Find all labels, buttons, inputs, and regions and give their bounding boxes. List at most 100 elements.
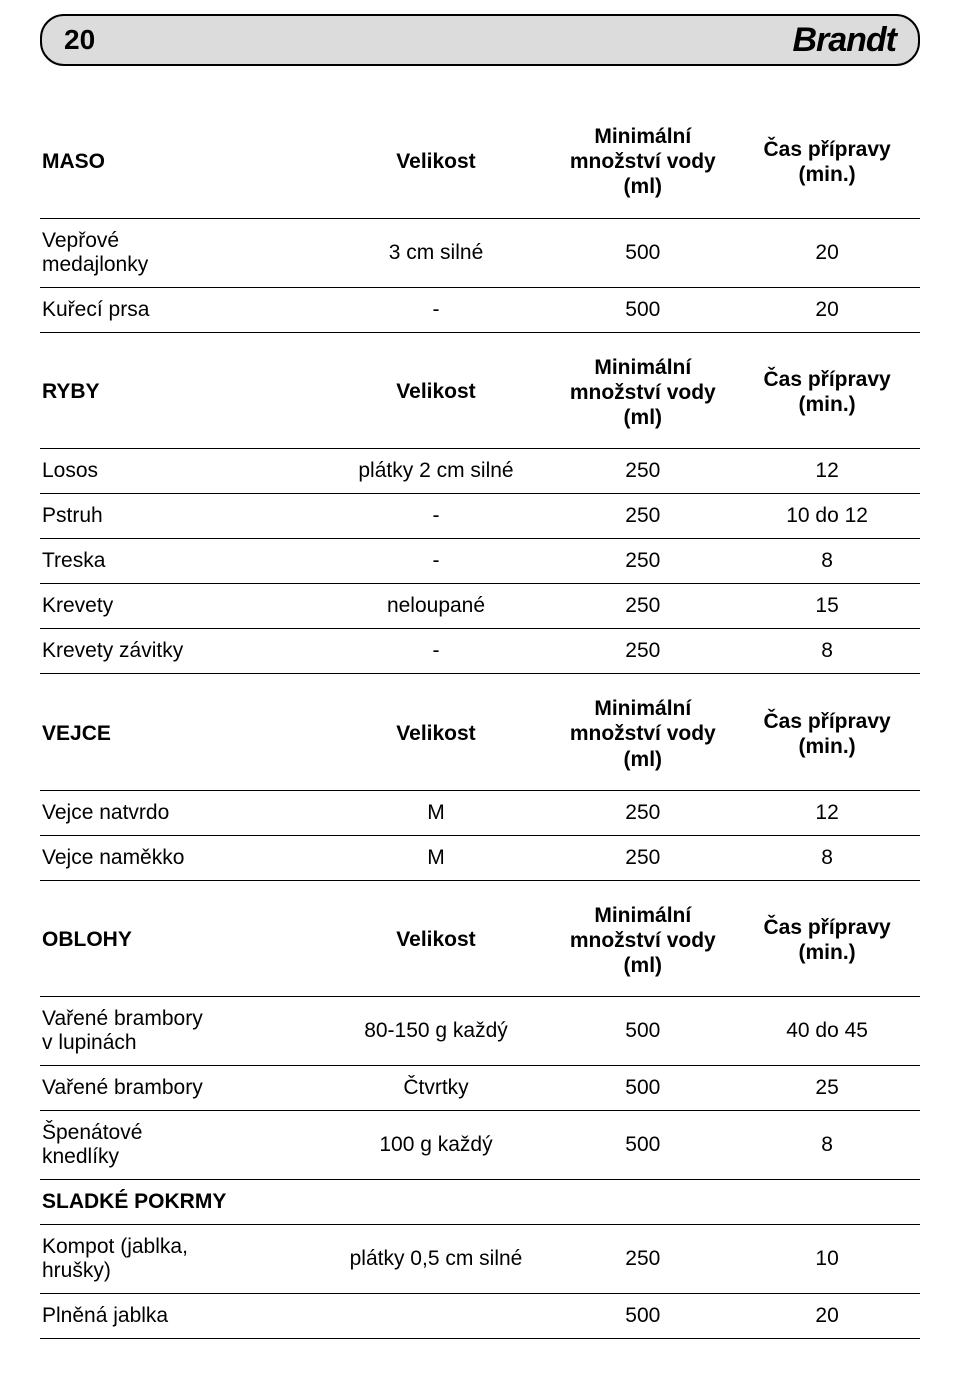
- cell-size: -: [322, 494, 551, 539]
- cell-qty: 250: [550, 1225, 735, 1294]
- cell-time: 10: [735, 1225, 920, 1294]
- qty-label-l2: množství vody: [551, 149, 734, 174]
- cell-qty: 250: [550, 494, 735, 539]
- time-label-l1: Čas přípravy: [736, 915, 918, 940]
- col-header-time: Čas přípravy (min.): [735, 94, 920, 218]
- cell-name: Losos: [40, 449, 322, 494]
- qty-label-l1: Minimální: [551, 355, 734, 380]
- cell-size: 3 cm silné: [322, 218, 551, 287]
- cell-time: 8: [735, 539, 920, 584]
- cell-time: 15: [735, 584, 920, 629]
- col-header-qty: Minimální množství vody (ml): [550, 880, 735, 997]
- empty-cell: [550, 1180, 735, 1225]
- empty-cell: [322, 1180, 551, 1225]
- table-row: Vařené brambory Čtvrtky 500 25: [40, 1066, 920, 1111]
- qty-label-l1: Minimální: [551, 903, 734, 928]
- cell-time: 8: [735, 1111, 920, 1180]
- cell-size: plátky 2 cm silné: [322, 449, 551, 494]
- time-label-l1: Čas přípravy: [736, 367, 918, 392]
- qty-label-l3: (ml): [551, 405, 734, 430]
- section-title-maso: MASO: [40, 94, 322, 218]
- cell-size: 100 g každý: [322, 1111, 551, 1180]
- cell-size: M: [322, 835, 551, 880]
- col-header-time: Čas přípravy (min.): [735, 674, 920, 791]
- cell-name: Vařené brambory: [40, 1066, 322, 1111]
- cell-name: Špenátové knedlíky: [40, 1111, 322, 1180]
- col-header-time: Čas přípravy (min.): [735, 880, 920, 997]
- section-header-oblohy: OBLOHY Velikost Minimální množství vody …: [40, 880, 920, 997]
- table-row: Kompot (jablka, hrušky) plátky 0,5 cm si…: [40, 1225, 920, 1294]
- col-header-size: Velikost: [322, 332, 551, 449]
- qty-label-l2: množství vody: [551, 928, 734, 953]
- cell-qty: 500: [550, 218, 735, 287]
- qty-label-l2: množství vody: [551, 380, 734, 405]
- table-row: Losos plátky 2 cm silné 250 12: [40, 449, 920, 494]
- col-header-qty: Minimální množství vody (ml): [550, 332, 735, 449]
- table-row: Plněná jablka 500 20: [40, 1294, 920, 1339]
- cell-name: Vejce naměkko: [40, 835, 322, 880]
- table-row: Krevety závitky - 250 8: [40, 629, 920, 674]
- qty-label-l2: množství vody: [551, 721, 734, 746]
- section-header-vejce: VEJCE Velikost Minimální množství vody (…: [40, 674, 920, 791]
- cell-time: 25: [735, 1066, 920, 1111]
- cell-size: -: [322, 629, 551, 674]
- section-title-ryby: RYBY: [40, 332, 322, 449]
- qty-label-l3: (ml): [551, 174, 734, 199]
- page-header-band: 20 Brandt: [40, 14, 920, 66]
- cell-time: 40 do 45: [735, 997, 920, 1066]
- cell-qty: 250: [550, 790, 735, 835]
- cell-qty: 500: [550, 1066, 735, 1111]
- cell-qty: 500: [550, 1294, 735, 1339]
- cell-qty: 500: [550, 287, 735, 332]
- table-row: Kuřecí prsa - 500 20: [40, 287, 920, 332]
- time-label-l2: (min.): [736, 940, 918, 965]
- table-row: Vejce naměkko M 250 8: [40, 835, 920, 880]
- qty-label-l1: Minimální: [551, 124, 734, 149]
- col-header-time: Čas přípravy (min.): [735, 332, 920, 449]
- cell-size: M: [322, 790, 551, 835]
- table-row: Vepřové medajlonky 3 cm silné 500 20: [40, 218, 920, 287]
- col-header-size: Velikost: [322, 880, 551, 997]
- qty-label-l3: (ml): [551, 953, 734, 978]
- cell-time: 12: [735, 790, 920, 835]
- cell-name-l1: Vepřové: [42, 229, 321, 253]
- page: 20 Brandt MASO Velikost Minimální množst…: [0, 14, 960, 1379]
- cell-qty: 250: [550, 584, 735, 629]
- cooking-table: MASO Velikost Minimální množství vody (m…: [40, 94, 920, 1339]
- cell-name-l1: Vařené brambory: [42, 1007, 321, 1031]
- section-header-sladke: SLADKÉ POKRMY: [40, 1180, 920, 1225]
- cell-name-l1: Kompot (jablka,: [42, 1235, 321, 1259]
- cell-qty: 250: [550, 629, 735, 674]
- cell-time: 20: [735, 1294, 920, 1339]
- col-header-qty: Minimální množství vody (ml): [550, 674, 735, 791]
- col-header-size: Velikost: [322, 94, 551, 218]
- cell-name: Plněná jablka: [40, 1294, 322, 1339]
- cell-time: 8: [735, 629, 920, 674]
- cell-name: Kuřecí prsa: [40, 287, 322, 332]
- table-row: Pstruh - 250 10 do 12: [40, 494, 920, 539]
- page-number: 20: [64, 24, 95, 56]
- time-label-l1: Čas přípravy: [736, 137, 918, 162]
- cell-name-l2: knedlíky: [42, 1145, 321, 1169]
- cell-name-l1: Špenátové: [42, 1121, 321, 1145]
- section-header-maso: MASO Velikost Minimální množství vody (m…: [40, 94, 920, 218]
- cell-name: Pstruh: [40, 494, 322, 539]
- qty-label-l1: Minimální: [551, 696, 734, 721]
- cell-name: Treska: [40, 539, 322, 584]
- cell-size: neloupané: [322, 584, 551, 629]
- cell-size: -: [322, 539, 551, 584]
- section-title-oblohy: OBLOHY: [40, 880, 322, 997]
- cell-qty: 500: [550, 1111, 735, 1180]
- cell-time: 20: [735, 218, 920, 287]
- col-header-size: Velikost: [322, 674, 551, 791]
- cell-name-l2: v lupinách: [42, 1031, 321, 1055]
- time-label-l2: (min.): [736, 162, 918, 187]
- cell-size: plátky 0,5 cm silné: [322, 1225, 551, 1294]
- qty-label-l3: (ml): [551, 747, 734, 772]
- empty-cell: [735, 1180, 920, 1225]
- cell-name: Krevety závitky: [40, 629, 322, 674]
- cell-name: Vařené brambory v lupinách: [40, 997, 322, 1066]
- section-header-ryby: RYBY Velikost Minimální množství vody (m…: [40, 332, 920, 449]
- cell-size: 80-150 g každý: [322, 997, 551, 1066]
- table-row: Krevety neloupané 250 15: [40, 584, 920, 629]
